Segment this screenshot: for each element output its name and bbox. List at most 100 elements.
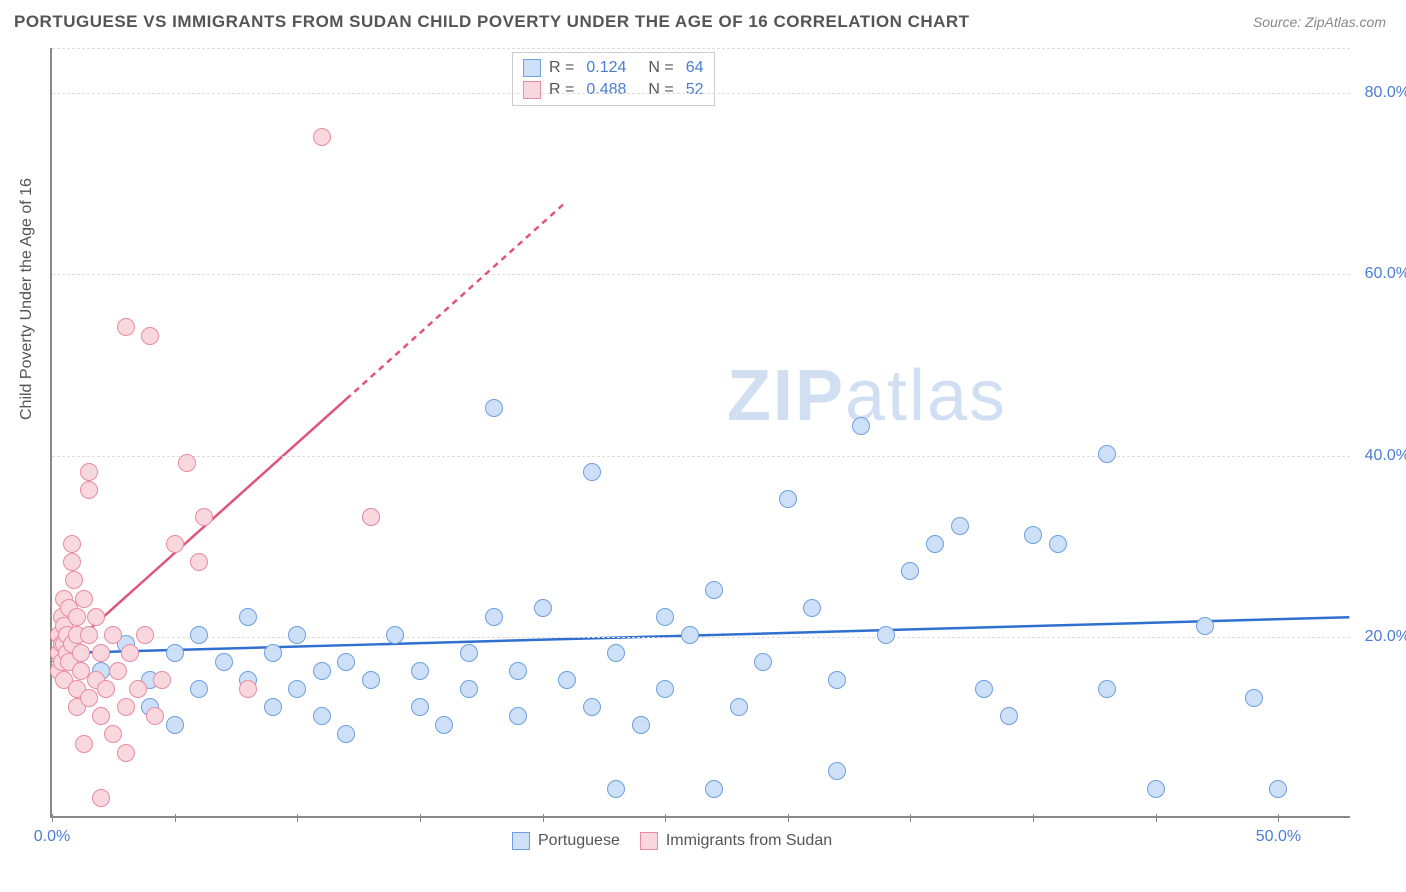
scatter-point bbox=[264, 698, 282, 716]
scatter-point bbox=[828, 762, 846, 780]
scatter-point bbox=[288, 680, 306, 698]
scatter-point bbox=[80, 463, 98, 481]
x-tick bbox=[1278, 814, 1279, 822]
legend-stats-row: R = 0.488 N = 52 bbox=[523, 79, 704, 101]
scatter-point bbox=[705, 780, 723, 798]
scatter-point bbox=[485, 608, 503, 626]
scatter-point bbox=[97, 680, 115, 698]
scatter-point bbox=[141, 327, 159, 345]
scatter-point bbox=[705, 581, 723, 599]
scatter-point bbox=[75, 590, 93, 608]
scatter-point bbox=[411, 698, 429, 716]
scatter-point bbox=[386, 626, 404, 644]
scatter-point bbox=[92, 707, 110, 725]
scatter-point bbox=[104, 626, 122, 644]
scatter-point bbox=[607, 644, 625, 662]
x-tick-label: 0.0% bbox=[34, 828, 70, 846]
y-tick-label: 60.0% bbox=[1365, 265, 1406, 283]
scatter-point bbox=[730, 698, 748, 716]
scatter-point bbox=[754, 653, 772, 671]
scatter-point bbox=[313, 128, 331, 146]
scatter-point bbox=[1098, 680, 1116, 698]
legend-n-value: 64 bbox=[686, 57, 704, 79]
scatter-point bbox=[72, 644, 90, 662]
source-label: Source: ZipAtlas.com bbox=[1253, 14, 1386, 30]
scatter-point bbox=[485, 399, 503, 417]
x-tick bbox=[420, 814, 421, 822]
scatter-point bbox=[65, 571, 83, 589]
scatter-point bbox=[411, 662, 429, 680]
scatter-point bbox=[195, 508, 213, 526]
scatter-point bbox=[313, 707, 331, 725]
scatter-point bbox=[1269, 780, 1287, 798]
legend-swatch bbox=[512, 832, 530, 850]
scatter-point bbox=[129, 680, 147, 698]
legend-n-value: 52 bbox=[686, 79, 704, 101]
gridline-h bbox=[52, 274, 1350, 275]
x-tick bbox=[665, 814, 666, 822]
scatter-point bbox=[117, 318, 135, 336]
x-tick-label: 50.0% bbox=[1256, 828, 1301, 846]
scatter-point bbox=[1245, 689, 1263, 707]
scatter-point bbox=[509, 707, 527, 725]
legend-stats-row: R = 0.124 N = 64 bbox=[523, 57, 704, 79]
x-tick bbox=[788, 814, 789, 822]
scatter-point bbox=[435, 716, 453, 734]
scatter-point bbox=[1049, 535, 1067, 553]
scatter-point bbox=[146, 707, 164, 725]
scatter-point bbox=[75, 735, 93, 753]
legend-series: Portuguese Immigrants from Sudan bbox=[512, 832, 832, 850]
scatter-point bbox=[607, 780, 625, 798]
scatter-point bbox=[63, 553, 81, 571]
scatter-point bbox=[337, 725, 355, 743]
gridline-h bbox=[52, 456, 1350, 457]
legend-r-label: R = bbox=[549, 79, 574, 101]
legend-swatch bbox=[523, 59, 541, 77]
scatter-point bbox=[109, 662, 127, 680]
chart-title: PORTUGUESE VS IMMIGRANTS FROM SUDAN CHIL… bbox=[14, 12, 970, 32]
scatter-point bbox=[828, 671, 846, 689]
scatter-point bbox=[92, 644, 110, 662]
scatter-point bbox=[178, 454, 196, 472]
scatter-point bbox=[337, 653, 355, 671]
scatter-point bbox=[656, 680, 674, 698]
scatter-point bbox=[803, 599, 821, 617]
x-tick bbox=[543, 814, 544, 822]
legend-r-value: 0.124 bbox=[586, 57, 626, 79]
scatter-point bbox=[1147, 780, 1165, 798]
scatter-point bbox=[975, 680, 993, 698]
scatter-point bbox=[117, 698, 135, 716]
scatter-point bbox=[901, 562, 919, 580]
scatter-point bbox=[190, 626, 208, 644]
y-tick-label: 20.0% bbox=[1365, 628, 1406, 646]
scatter-point bbox=[779, 490, 797, 508]
legend-series-item: Immigrants from Sudan bbox=[640, 832, 832, 850]
scatter-point bbox=[1000, 707, 1018, 725]
scatter-point bbox=[656, 608, 674, 626]
scatter-point bbox=[166, 644, 184, 662]
legend-series-item: Portuguese bbox=[512, 832, 620, 850]
scatter-point bbox=[460, 680, 478, 698]
scatter-point bbox=[239, 680, 257, 698]
scatter-point bbox=[87, 608, 105, 626]
x-tick bbox=[297, 814, 298, 822]
scatter-point bbox=[1098, 445, 1116, 463]
scatter-point bbox=[362, 508, 380, 526]
legend-series-label: Immigrants from Sudan bbox=[666, 832, 832, 850]
x-tick bbox=[1156, 814, 1157, 822]
scatter-point bbox=[117, 744, 135, 762]
scatter-point bbox=[877, 626, 895, 644]
scatter-point bbox=[1024, 526, 1042, 544]
scatter-point bbox=[104, 725, 122, 743]
scatter-point bbox=[288, 626, 306, 644]
scatter-point bbox=[558, 671, 576, 689]
gridline-h bbox=[52, 48, 1350, 49]
x-tick bbox=[1033, 814, 1034, 822]
legend-n-label: N = bbox=[648, 57, 673, 79]
scatter-point bbox=[190, 680, 208, 698]
scatter-point bbox=[239, 608, 257, 626]
scatter-point bbox=[681, 626, 699, 644]
scatter-point bbox=[136, 626, 154, 644]
gridline-h bbox=[52, 93, 1350, 94]
scatter-point bbox=[80, 626, 98, 644]
